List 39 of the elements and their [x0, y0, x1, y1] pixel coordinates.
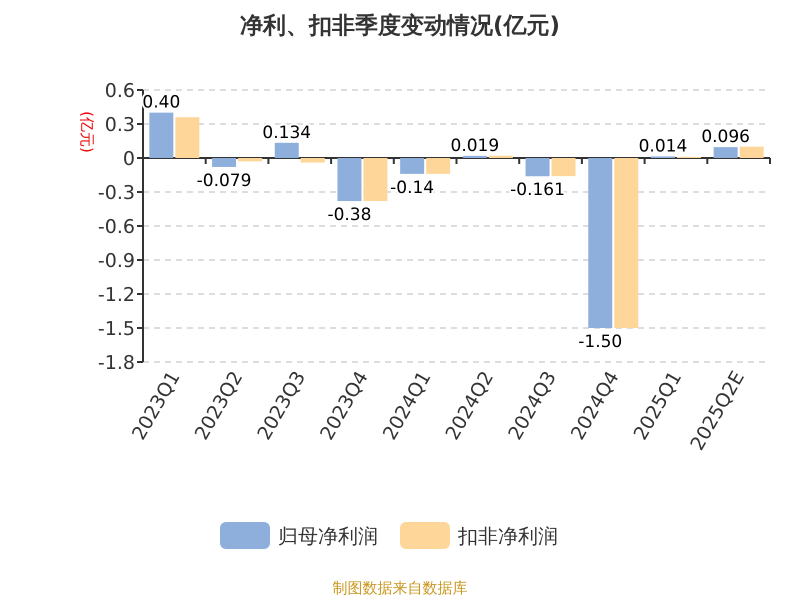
- bar: [238, 158, 262, 162]
- bar: [175, 117, 200, 158]
- bar: [149, 112, 174, 158]
- bar: [212, 158, 236, 167]
- data-label: 0.096: [701, 127, 750, 148]
- data-label: -0.161: [510, 180, 565, 200]
- y-axis-title: (亿元): [78, 111, 96, 153]
- y-tick-label: -0.9: [98, 250, 135, 272]
- legend-label: 归母净利润: [278, 524, 378, 548]
- bar: [300, 158, 325, 163]
- data-label: -1.50: [578, 332, 622, 352]
- text: 制图数据来自数据库: [332, 579, 468, 597]
- data-label: -0.38: [327, 205, 372, 226]
- y-tick-label: 0.3: [104, 114, 135, 136]
- data-label: 0.019: [450, 136, 500, 156]
- data-label: 0.134: [262, 122, 312, 143]
- y-tick-label: -0.3: [98, 182, 135, 204]
- bar: [714, 147, 738, 158]
- y-tick-label: -0.6: [98, 216, 135, 238]
- bar: [740, 146, 764, 158]
- data-label: -0.079: [196, 170, 252, 191]
- legend-label: 扣非净利润: [457, 524, 558, 548]
- bar: [337, 158, 362, 202]
- bar: [426, 158, 450, 174]
- data-label: 0.014: [638, 136, 688, 156]
- y-tick-label: 0.6: [104, 80, 135, 102]
- y-tick-label: -1.2: [98, 284, 135, 306]
- chart-title: 净利、扣非季度变动情况(亿元): [240, 12, 560, 39]
- bar: [400, 158, 424, 174]
- bar: [552, 158, 576, 176]
- bar: [363, 158, 388, 202]
- y-tick-label: -1.5: [98, 318, 135, 340]
- data-label: -0.14: [390, 178, 434, 198]
- bar: [526, 158, 550, 176]
- y-tick-label: -1.8: [98, 352, 135, 374]
- bar: [588, 158, 612, 328]
- y-tick-label: 0: [122, 148, 135, 170]
- bar: [274, 142, 299, 158]
- bar: [614, 158, 638, 328]
